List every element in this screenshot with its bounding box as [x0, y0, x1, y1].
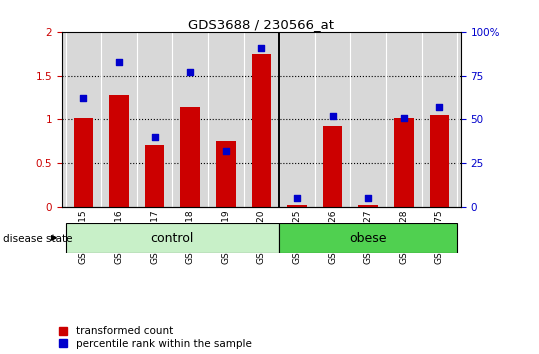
Bar	[181, 107, 200, 207]
Point	[257, 45, 266, 51]
Point	[186, 69, 195, 75]
Point	[364, 195, 372, 201]
Bar	[145, 145, 164, 207]
Point	[79, 96, 88, 101]
Bar	[430, 115, 450, 207]
Text: control: control	[151, 232, 194, 245]
Bar	[109, 95, 129, 207]
Bar	[323, 126, 342, 207]
Point	[435, 104, 444, 110]
Bar	[394, 118, 413, 207]
Bar	[252, 54, 271, 207]
Point	[399, 115, 408, 121]
Point	[328, 113, 337, 119]
Legend: transformed count, percentile rank within the sample: transformed count, percentile rank withi…	[59, 326, 252, 349]
Bar	[279, 223, 457, 253]
Text: disease state: disease state	[3, 234, 72, 244]
Point	[222, 148, 230, 154]
Point	[150, 134, 159, 140]
Bar	[358, 205, 378, 207]
Title: GDS3688 / 230566_at: GDS3688 / 230566_at	[189, 18, 334, 31]
Point	[115, 59, 123, 64]
Text: obese: obese	[349, 232, 387, 245]
Point	[293, 195, 301, 201]
Bar	[66, 223, 279, 253]
Bar	[287, 205, 307, 207]
Bar	[216, 141, 236, 207]
Bar	[73, 118, 93, 207]
